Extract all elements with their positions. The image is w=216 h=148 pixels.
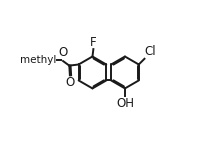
Text: OH: OH — [116, 97, 134, 110]
Text: O: O — [65, 77, 75, 89]
Text: methyl: methyl — [20, 55, 57, 65]
Text: O: O — [58, 46, 67, 59]
Text: Cl: Cl — [145, 45, 156, 58]
Text: F: F — [90, 36, 97, 49]
